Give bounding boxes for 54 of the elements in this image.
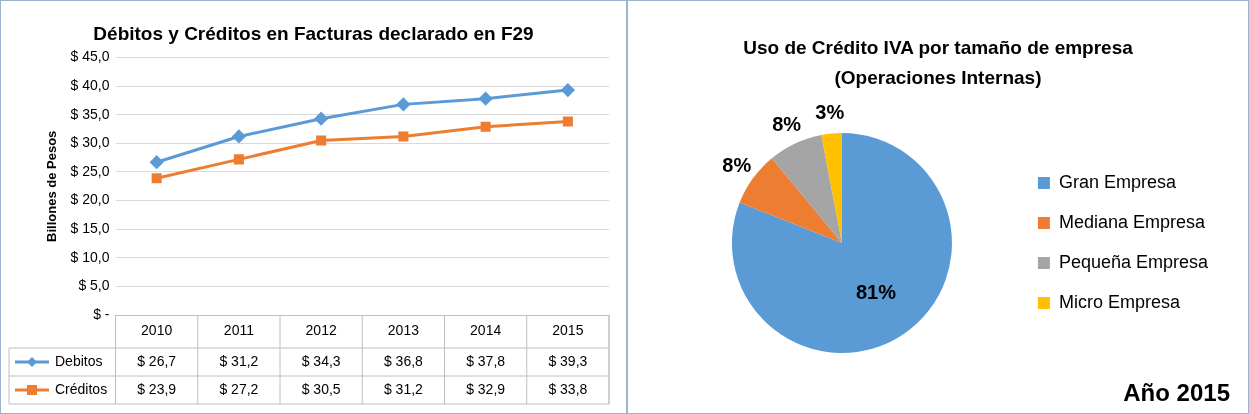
x-tick-label: 2015 — [552, 322, 584, 339]
data-label: 3% — [815, 101, 845, 124]
point — [151, 173, 162, 184]
data-label: $ 32,9 — [466, 380, 506, 397]
x-tick-label: 2014 — [470, 322, 502, 339]
point — [396, 97, 410, 111]
y-tick-label: $ 40,0 — [70, 76, 110, 93]
chart-title: Débitos y Créditos en Facturas declarado en F29 — [92, 22, 535, 44]
y-tick-label: $ 15,0 — [70, 220, 110, 237]
chart-title: Uso de Crédito IVA por tamaño de empresa (Operaciones Internas) — [742, 36, 1134, 90]
point — [398, 131, 409, 142]
x-tick-label: 2010 — [141, 322, 173, 339]
data-label: 81% — [855, 280, 897, 303]
y-tick-label: $ 35,0 — [70, 105, 110, 122]
point — [480, 121, 491, 132]
data-label: $ 34,3 — [301, 352, 341, 369]
point — [562, 116, 573, 127]
data-label: $ 23,9 — [137, 380, 177, 397]
point — [479, 92, 493, 106]
legend-label: Debitos — [55, 352, 103, 369]
data-label: $ 37,8 — [466, 352, 506, 369]
point — [314, 112, 328, 126]
legend-label: Mediana Empresa — [1058, 211, 1206, 232]
point — [233, 154, 244, 165]
y-tick-label: $ 25,0 — [70, 162, 110, 179]
point — [316, 135, 327, 146]
data-label: $ 26,7 — [137, 352, 177, 369]
data-label: $ 30,5 — [301, 380, 341, 397]
y-tick-label: $ - — [93, 306, 110, 323]
legend-label: Micro Empresa — [1058, 291, 1181, 312]
legend-label: Pequeña Empresa — [1058, 251, 1209, 272]
legend-label: Gran Empresa — [1058, 171, 1177, 192]
point — [150, 155, 164, 169]
y-tick-label: $ 45,0 — [70, 48, 110, 65]
text: Año 2015 — [1123, 379, 1230, 407]
point — [561, 83, 575, 97]
y-axis-title: Billones de Pesos — [44, 130, 60, 242]
y-tick-label: $ 20,0 — [70, 191, 110, 208]
data-label: $ 39,3 — [548, 352, 588, 369]
legend-label: Créditos — [55, 380, 108, 397]
data-label: $ 36,8 — [383, 352, 424, 369]
x-tick-label: 2012 — [305, 322, 337, 339]
data-label: $ 27,2 — [219, 380, 259, 397]
y-tick-label: $ 10,0 — [70, 248, 110, 265]
data-label: $ 31,2 — [219, 352, 259, 369]
y-tick-label: $ 5,0 — [78, 277, 110, 294]
data-label: $ 33,8 — [548, 380, 588, 397]
x-tick-label: 2013 — [387, 322, 420, 339]
data-label: $ 31,2 — [383, 380, 424, 397]
data-label: 8% — [722, 154, 752, 177]
x-tick-label: 2011 — [223, 322, 255, 339]
y-tick-label: $ 30,0 — [70, 134, 110, 151]
point — [232, 129, 246, 143]
data-label: 8% — [772, 112, 802, 135]
